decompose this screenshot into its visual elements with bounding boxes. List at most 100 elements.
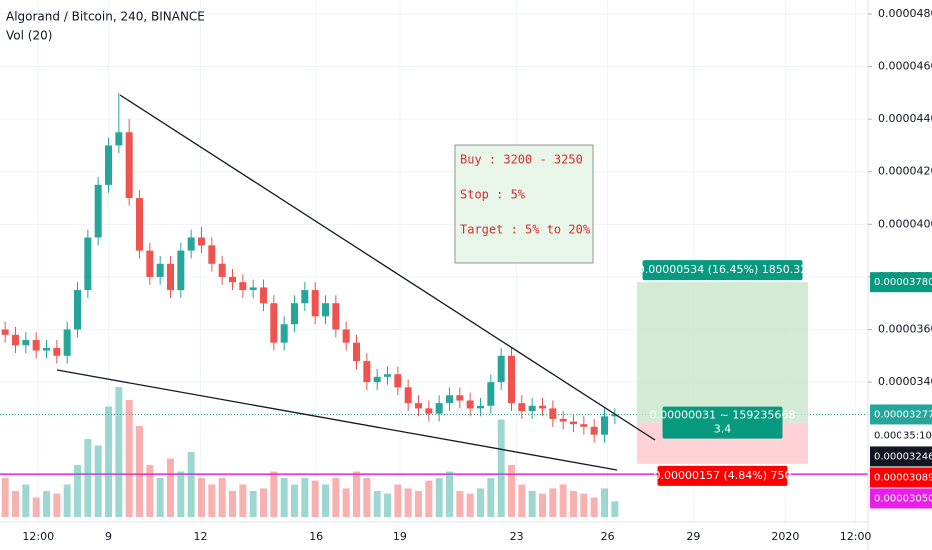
x-tick-label: 26 [601,530,615,543]
candle-body [301,290,309,304]
candle-body [218,263,226,277]
candle-body [187,237,195,251]
volume-bar [363,478,371,517]
volume-bar [539,493,546,517]
target-label: 0.00000534 (16.45%) 1850.32 [638,263,808,276]
volume-bar [311,480,319,517]
note-line: Stop : 5% [460,188,526,202]
candle-body [456,395,464,401]
candle-body [208,245,216,264]
volume-bar [322,484,329,517]
volume-bar [208,484,216,517]
volume-bar [415,491,422,517]
candle-body [146,250,154,277]
volume-bar [291,484,298,517]
candle-body [508,355,515,404]
volume-bar [229,491,236,517]
note-background [454,144,594,264]
countdown: 35:10 [903,430,932,441]
x-tick-label: 16 [309,530,323,543]
candle-body [580,424,588,427]
candle-body [167,263,174,291]
candle-body [518,403,526,412]
volume-bar [32,497,40,517]
candle-body [270,303,278,343]
volume-bar [156,478,164,517]
volume-bar [53,493,61,517]
volume-pane [1,387,619,517]
candle-body [363,361,371,383]
volume-bar [332,478,340,517]
candle-body [487,382,495,406]
price-badge [870,446,932,467]
volume-bar [570,491,577,517]
candle-body [105,145,112,185]
candle-body [342,329,350,343]
countdown-bg [901,427,932,444]
candle-body [12,334,19,346]
x-tick-label: 29 [686,530,700,543]
volume-bar [487,478,495,517]
candle-body [32,340,40,351]
price-badge-label: 0.00003277 [874,409,932,420]
candle-body [528,405,536,412]
volume-bar [477,488,484,517]
volume-bar [435,478,443,517]
candle-body [435,403,443,414]
volume-bar [280,478,288,517]
candle-body [384,374,391,377]
candle-body [415,403,422,409]
candle-body [466,400,474,409]
volume-bar [466,493,474,517]
candle-body [590,426,598,435]
volume-bar [218,478,226,517]
volume-bar [590,497,598,517]
note-line: Target : 5% to 20% [460,223,591,237]
candles [1,92,619,443]
volume-bar [518,484,526,517]
target-label-bg [642,260,803,281]
candle-body [332,303,340,330]
candle-body [539,405,546,409]
candle-body [198,237,205,246]
volume-bar [456,491,464,517]
trend-line-upper [119,94,656,441]
candle-body [280,324,288,343]
volume-bar [384,493,391,517]
volume-bar [446,471,453,517]
x-tick-label: 12:00 [22,530,54,543]
y-tick-label: 0.00003400 [878,375,932,388]
price-badge-label: 0.00003780 [874,277,932,288]
candle-body [177,250,185,291]
y-tick-label: 0.00004800 [878,7,932,20]
price-badge-label: 0.0000 [874,430,909,441]
candle-body [611,414,619,417]
position-tool: 0.00000534 (16.45%) 1850.32 0.00000031 ~ … [637,260,808,486]
x-tick-label: 23 [510,530,524,543]
volume-bar [528,491,536,517]
volume-bar [74,465,81,517]
volume-bar [373,491,381,517]
volume-bar [125,400,133,517]
volume-bar [239,484,247,517]
volume-bar [63,484,71,517]
candle-body [425,408,433,414]
volume-bar [84,439,92,517]
y-tick-label: 0.00004400 [878,112,932,125]
price-badge [870,404,932,425]
candle-body [43,347,50,351]
volume-bar [301,478,309,517]
volume-bar [549,488,557,517]
volume-bar [601,488,608,517]
volume-bar [260,488,267,517]
x-tick-label: 19 [393,530,407,543]
chart-title: Algorand / Bitcoin, 240, BINANCE [6,10,205,24]
note-box: Buy : 3200 - 3250 Stop : 5% Target : 5% … [454,144,594,264]
candle-body [239,282,247,291]
target-zone [637,282,808,423]
volume-bar [22,484,30,517]
y-tick-label: 0.00004200 [878,165,932,178]
entry-label: 0.00000031 ~ 159235668 [650,409,796,422]
candle-body [353,342,360,362]
